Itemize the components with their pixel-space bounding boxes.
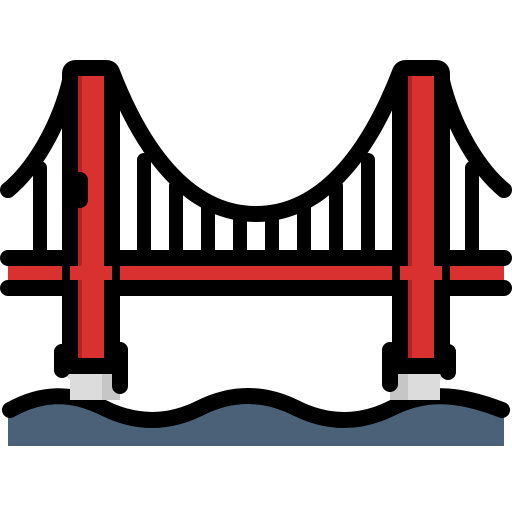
left-tower	[54, 60, 128, 374]
deck-over-towers	[70, 266, 442, 280]
right-tower	[382, 60, 456, 374]
water-waves	[2, 388, 510, 446]
suspender-cables	[33, 153, 479, 259]
